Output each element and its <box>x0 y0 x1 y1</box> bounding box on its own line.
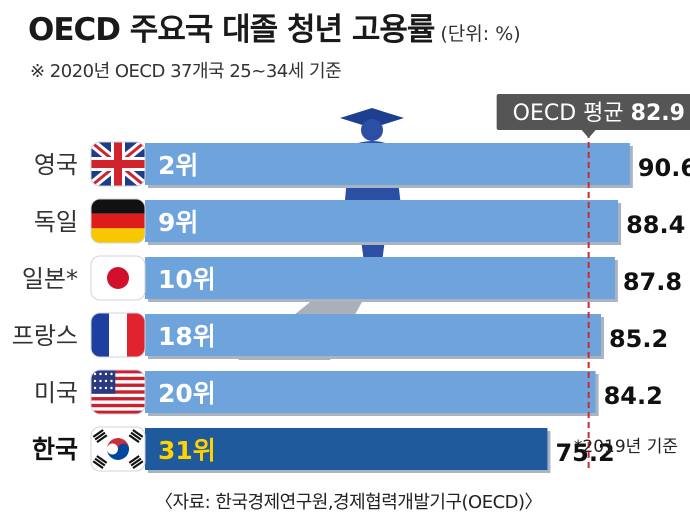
category-label: 한국 <box>32 435 78 464</box>
oecd-average-value: 82.9 <box>631 101 685 126</box>
category-label: 프랑스 <box>12 322 78 350</box>
value-label: 88.4 <box>626 211 685 239</box>
footnote: *2019년 기준 <box>574 432 678 457</box>
bar-1 <box>145 143 630 185</box>
category-label: 영국 <box>34 151 78 179</box>
category-label: 일본* <box>22 265 78 293</box>
value-label: 85.2 <box>609 325 668 353</box>
oecd-average-pointer <box>582 130 596 138</box>
value-label: 84.2 <box>604 382 663 410</box>
bar-2 <box>145 200 618 242</box>
value-label: 90.6 <box>638 154 690 182</box>
rank-label: 9위 <box>158 208 198 237</box>
source-note: 〈자료: 한국경제연구원,경제협력개발기구(OECD)〉 <box>155 488 542 514</box>
rank-label: 2위 <box>158 151 198 180</box>
france-flag-icon <box>91 313 146 357</box>
usa-flag-icon <box>91 370 145 414</box>
rank-label: 18위 <box>158 322 216 351</box>
japan-flag-icon <box>91 256 145 300</box>
oecd-average-label: OECD 평균 82.9 <box>513 101 685 126</box>
rank-label: 20위 <box>158 379 216 408</box>
rank-label: 31위 <box>158 436 216 465</box>
category-label: 독일 <box>34 208 78 236</box>
rank-label: 10위 <box>158 265 216 294</box>
uk-flag-icon <box>91 142 145 186</box>
korea-flag-icon <box>91 427 145 471</box>
category-label: 미국 <box>34 379 78 407</box>
value-label: 87.8 <box>623 268 682 296</box>
germany-flag-icon <box>91 199 145 244</box>
